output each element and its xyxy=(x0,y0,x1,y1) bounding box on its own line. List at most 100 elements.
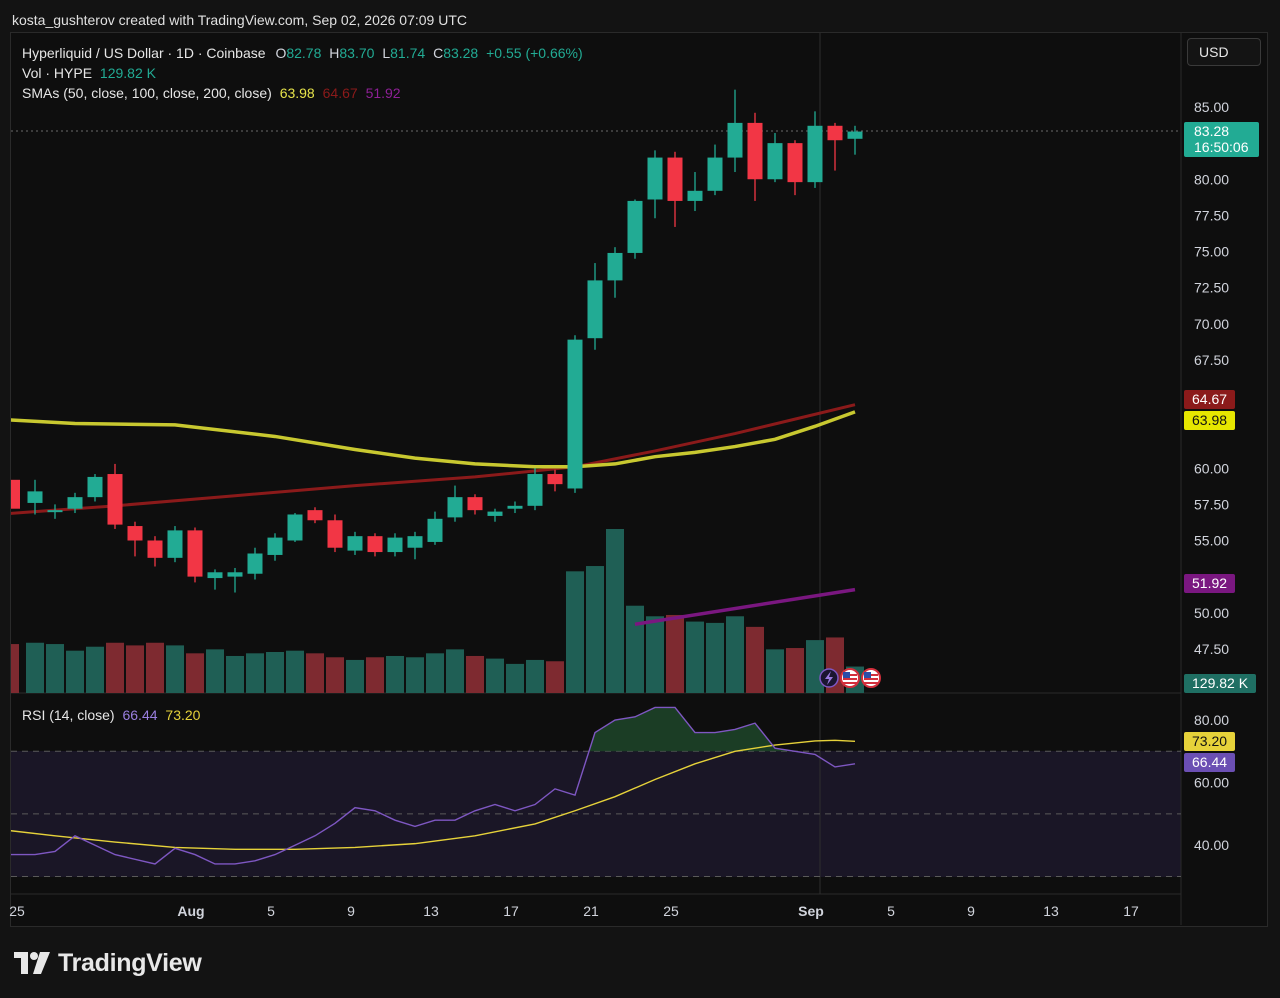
candle-body xyxy=(27,491,43,503)
symbol-legend[interactable]: Hyperliquid / US Dollar · 1D · Coinbase … xyxy=(22,45,583,61)
candle-body xyxy=(267,537,283,555)
time-tick-label: 17 xyxy=(1123,903,1139,919)
rsi-legend[interactable]: RSI (14, close) 66.44 73.20 xyxy=(22,707,200,723)
volume-bar xyxy=(26,642,44,693)
sma-label: SMAs (50, close, 100, close, 200, close) xyxy=(22,85,272,101)
price-axis: 85.00 80.00 77.50 75.00 72.50 70.00 67.50 60.00… xyxy=(1194,99,1229,657)
time-tick-label: 5 xyxy=(267,903,275,919)
candle-body xyxy=(627,200,643,253)
sma50-value: 63.98 xyxy=(279,85,315,101)
time-tick-label: 9 xyxy=(967,903,975,919)
change-value: +0.55 (+0.66%) xyxy=(486,45,583,61)
symbol-title: Hyperliquid / US Dollar · 1D · Coinbase xyxy=(22,45,266,61)
volume-bar xyxy=(486,658,504,693)
volume-bar xyxy=(126,645,144,693)
price-tick-label: 77.50 xyxy=(1194,207,1229,223)
us-flag-icon[interactable] xyxy=(861,668,881,688)
candle-body xyxy=(47,510,63,513)
top-bar: kosta_gushterov created with TradingView… xyxy=(0,0,1280,40)
time-tick-label: Sep xyxy=(798,903,824,919)
last-price-value: 83.28 xyxy=(1194,123,1230,139)
last-price-label: 83.28 16:50:06 xyxy=(1184,122,1259,157)
close-value: 83.28 xyxy=(443,45,479,61)
candle-body xyxy=(547,474,563,485)
volume-bar xyxy=(806,640,824,693)
sma200-price-label: 51.92 xyxy=(1184,574,1236,593)
candle-body xyxy=(727,122,743,158)
sma200-value: 51.92 xyxy=(365,85,401,101)
time-tick-label: 9 xyxy=(347,903,355,919)
candle-body xyxy=(327,520,343,548)
volume-bar xyxy=(346,659,364,693)
candle-body xyxy=(107,474,123,525)
time-tick-label: 17 xyxy=(503,903,519,919)
low-value: 81.74 xyxy=(390,45,426,61)
volume-bar xyxy=(686,621,704,693)
volume-legend[interactable]: Vol · HYPE 129.82 K xyxy=(22,65,156,81)
sma100-price-label: 64.67 xyxy=(1184,390,1236,409)
candle-body xyxy=(87,476,103,498)
us-flag-icon[interactable] xyxy=(840,668,860,688)
candle-body xyxy=(767,143,783,180)
volume-bar xyxy=(166,645,184,693)
candle-body xyxy=(787,143,803,183)
volume-bar xyxy=(66,650,84,693)
candle-body xyxy=(587,280,603,339)
volume-bar xyxy=(266,652,284,693)
rsi-tick-label: 40.00 xyxy=(1194,837,1229,853)
volume-price-label: 129.82 K xyxy=(1184,674,1257,693)
price-tick-label: 47.50 xyxy=(1194,641,1229,657)
volume-bar xyxy=(466,655,484,693)
candle-body xyxy=(487,511,503,516)
volume-bar xyxy=(106,642,124,693)
rsi-label: RSI (14, close) xyxy=(22,707,115,723)
volume-bar xyxy=(546,661,564,693)
event-icons[interactable] xyxy=(819,668,881,688)
volume-bar xyxy=(186,653,204,693)
volume-bar xyxy=(526,659,544,693)
time-axis: 25 Aug 5 9 13 17 21 25 Sep 5 9 13 17 xyxy=(9,903,1139,919)
tradingview-brand[interactable]: TradingView xyxy=(14,948,202,978)
rsi-axis: 80.00 60.00 40.00 xyxy=(1194,712,1229,853)
brand-name: TradingView xyxy=(58,948,202,977)
volume-bar xyxy=(246,653,264,693)
low-label: L xyxy=(382,45,391,61)
price-tick-label: 60.00 xyxy=(1194,460,1229,476)
lightning-icon[interactable] xyxy=(819,668,839,688)
candle-body xyxy=(807,125,823,183)
volume-bar xyxy=(606,529,624,693)
candle-body xyxy=(367,536,383,553)
volume-bar xyxy=(786,648,804,693)
candle-body xyxy=(407,536,423,548)
time-tick-label: 21 xyxy=(583,903,599,919)
sma-legend[interactable]: SMAs (50, close, 100, close, 200, close)… xyxy=(22,85,401,101)
volume-bar xyxy=(86,646,104,693)
volume-bar xyxy=(746,626,764,693)
close-label: C xyxy=(433,45,444,61)
price-tick-label: 72.50 xyxy=(1194,280,1229,296)
time-tick-label: 13 xyxy=(1043,903,1059,919)
volume-bar xyxy=(326,657,344,693)
candle-body xyxy=(127,526,143,541)
volume-bar xyxy=(306,653,324,693)
volume-bar xyxy=(406,657,424,693)
time-tick-label: 25 xyxy=(9,903,25,919)
candle-body xyxy=(187,530,203,577)
high-value: 83.70 xyxy=(339,45,375,61)
candle-body xyxy=(667,157,683,201)
volume-bars xyxy=(11,529,864,693)
price-tick-label: 85.00 xyxy=(1194,99,1229,115)
rsi-ma-price-label: 73.20 xyxy=(1184,732,1236,751)
sma100-value: 64.67 xyxy=(322,85,358,101)
tradingview-logo-icon xyxy=(14,952,50,974)
candle-body xyxy=(287,514,303,541)
candles xyxy=(11,89,863,593)
currency-button[interactable]: USD xyxy=(1187,38,1261,66)
candle-body xyxy=(247,553,263,574)
volume-bar xyxy=(386,655,404,693)
rsi-price-label: 66.44 xyxy=(1184,753,1236,772)
candle-body xyxy=(387,537,403,553)
volume-bar xyxy=(286,650,304,693)
rsi-ma-value: 73.20 xyxy=(165,707,201,723)
